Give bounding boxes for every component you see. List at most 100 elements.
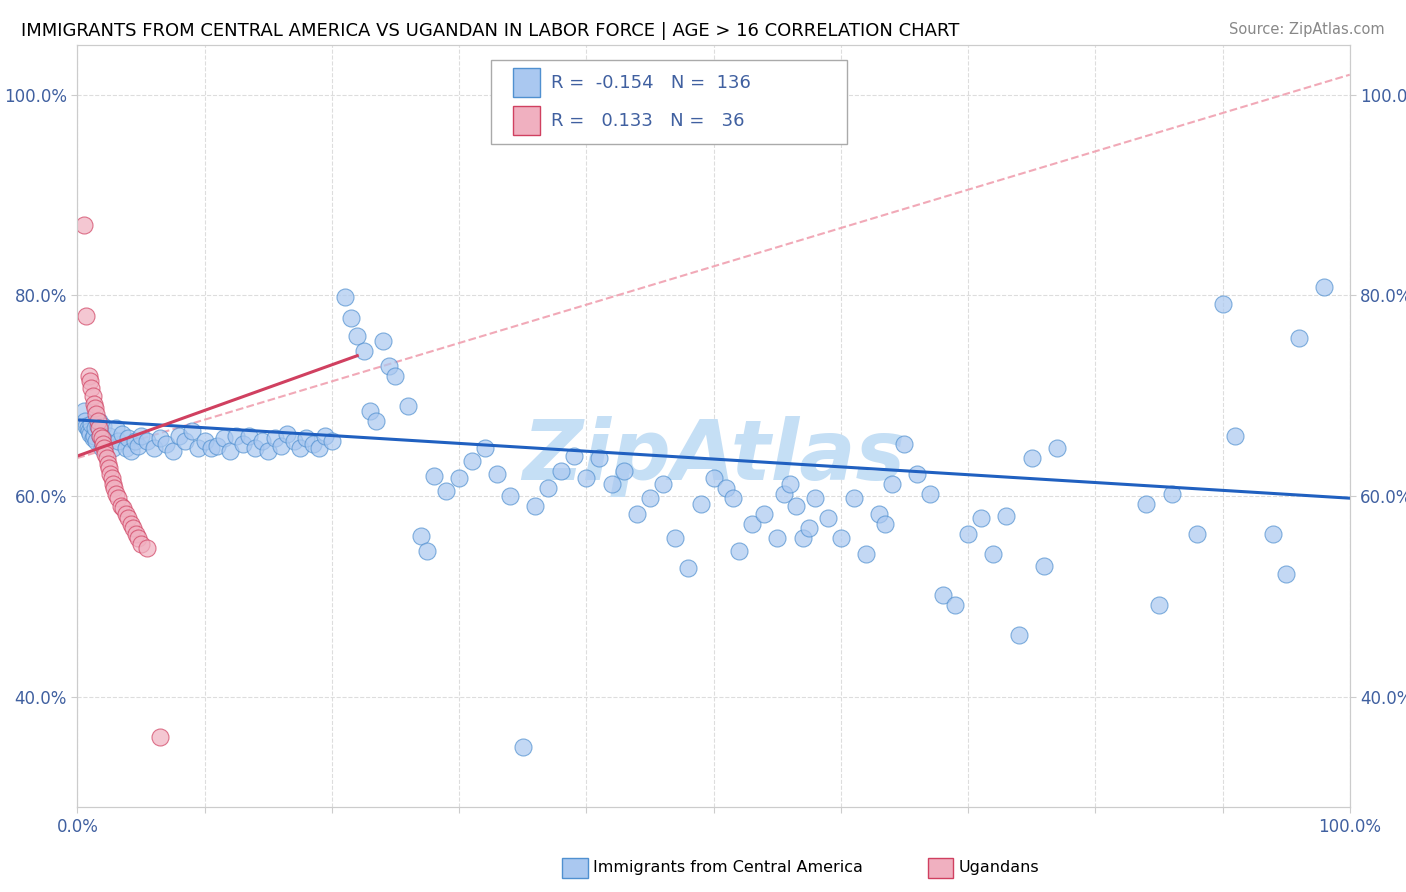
Point bbox=[127, 531, 149, 545]
Point bbox=[117, 511, 139, 525]
Point bbox=[957, 527, 980, 541]
Point bbox=[79, 426, 101, 441]
Point bbox=[314, 429, 336, 443]
Point bbox=[333, 291, 356, 305]
Point bbox=[162, 444, 184, 458]
Point bbox=[754, 507, 776, 521]
Point bbox=[366, 414, 388, 428]
Point bbox=[1033, 559, 1056, 574]
Point bbox=[83, 397, 105, 411]
Point bbox=[676, 561, 699, 575]
Point bbox=[1212, 296, 1234, 310]
Point bbox=[588, 450, 610, 465]
Text: IMMIGRANTS FROM CENTRAL AMERICA VS UGANDAN IN LABOR FORCE | AGE > 16 CORRELATION: IMMIGRANTS FROM CENTRAL AMERICA VS UGAND… bbox=[21, 22, 959, 40]
Point bbox=[167, 429, 190, 443]
Point bbox=[779, 477, 801, 491]
Point bbox=[107, 434, 129, 448]
Point bbox=[89, 429, 111, 443]
Point bbox=[87, 421, 110, 435]
Point bbox=[73, 219, 96, 233]
Point bbox=[474, 441, 496, 455]
Point bbox=[93, 441, 115, 455]
Point bbox=[449, 471, 471, 485]
Point bbox=[75, 309, 97, 323]
Point bbox=[524, 500, 547, 514]
Point bbox=[111, 426, 134, 441]
Point bbox=[288, 441, 311, 455]
Point bbox=[194, 434, 217, 448]
Point bbox=[893, 437, 915, 451]
Point bbox=[174, 434, 197, 448]
Point bbox=[79, 374, 101, 388]
Point bbox=[353, 343, 375, 358]
Point bbox=[84, 421, 107, 435]
Point bbox=[1263, 527, 1285, 541]
Point bbox=[512, 740, 534, 755]
Point bbox=[295, 431, 318, 445]
Point bbox=[486, 467, 509, 482]
Point bbox=[89, 429, 111, 443]
Point bbox=[575, 471, 598, 485]
Point bbox=[1275, 567, 1298, 582]
Point bbox=[120, 517, 142, 532]
Point bbox=[80, 417, 103, 431]
Point bbox=[101, 477, 124, 491]
Point bbox=[263, 431, 285, 445]
Point bbox=[83, 429, 105, 443]
Point bbox=[626, 507, 648, 521]
Point bbox=[149, 730, 172, 744]
Point bbox=[257, 444, 280, 458]
Point bbox=[409, 529, 432, 543]
Point bbox=[283, 434, 305, 448]
Point bbox=[207, 439, 229, 453]
Point bbox=[77, 424, 100, 438]
Point bbox=[136, 541, 159, 556]
Point bbox=[1046, 441, 1069, 455]
Point bbox=[129, 537, 152, 551]
Point bbox=[689, 497, 711, 511]
Point bbox=[943, 598, 966, 612]
Point bbox=[86, 434, 108, 448]
Point bbox=[136, 434, 159, 448]
Point bbox=[86, 407, 108, 421]
Bar bbox=[513, 106, 540, 136]
Point bbox=[321, 434, 343, 448]
Point bbox=[550, 464, 572, 478]
Point bbox=[830, 531, 852, 545]
Point bbox=[766, 531, 789, 545]
Point bbox=[1008, 628, 1031, 642]
Point bbox=[98, 461, 121, 475]
Point bbox=[114, 441, 136, 455]
Point bbox=[124, 434, 146, 448]
Point bbox=[537, 481, 560, 495]
Point bbox=[562, 449, 585, 463]
Point bbox=[804, 491, 827, 505]
Point bbox=[308, 441, 330, 455]
Point bbox=[817, 511, 839, 525]
Point bbox=[600, 477, 623, 491]
Point bbox=[842, 491, 865, 505]
Point bbox=[122, 521, 145, 535]
Point bbox=[97, 457, 120, 471]
Point bbox=[91, 437, 114, 451]
Point bbox=[346, 328, 368, 343]
Point bbox=[86, 418, 108, 433]
Point bbox=[155, 437, 177, 451]
Point bbox=[797, 521, 820, 535]
Point bbox=[125, 527, 148, 541]
Point bbox=[225, 429, 247, 443]
Point bbox=[1288, 330, 1310, 344]
Point bbox=[995, 509, 1018, 524]
Point bbox=[120, 444, 142, 458]
Point bbox=[875, 517, 897, 532]
Point bbox=[77, 368, 100, 383]
Point bbox=[1326, 842, 1348, 856]
Point bbox=[301, 437, 323, 451]
Text: R =  -0.154   N =  136: R = -0.154 N = 136 bbox=[551, 74, 751, 92]
Text: Source: ZipAtlas.com: Source: ZipAtlas.com bbox=[1229, 22, 1385, 37]
Point bbox=[101, 441, 124, 455]
Point bbox=[703, 471, 725, 485]
Point bbox=[434, 484, 457, 499]
Point bbox=[721, 491, 744, 505]
Point bbox=[1327, 832, 1350, 847]
